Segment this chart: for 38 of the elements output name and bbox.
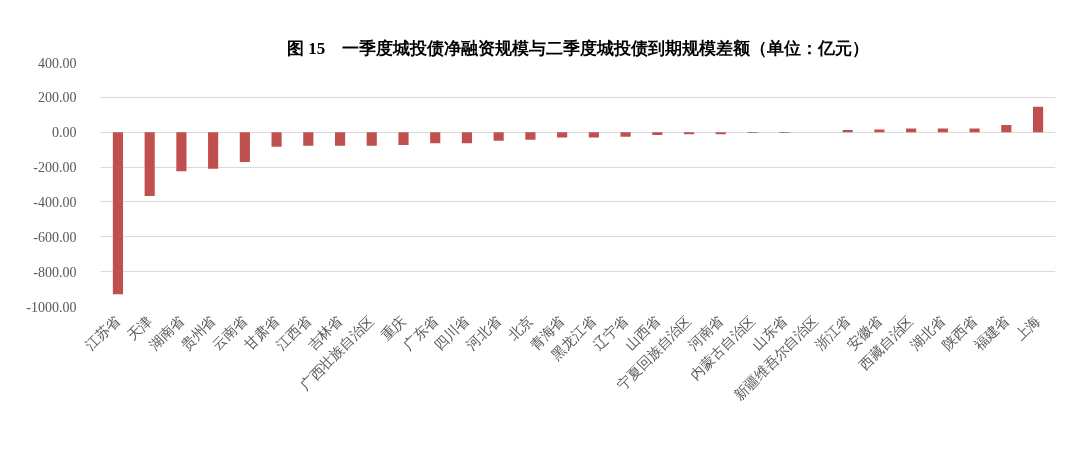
y-tick-label: 0.00 — [52, 125, 77, 141]
bar — [652, 132, 663, 135]
bar — [493, 132, 504, 141]
bar — [525, 132, 536, 140]
bar — [683, 132, 695, 135]
y-tick-label: -1000.00 — [26, 299, 77, 315]
bar — [334, 132, 346, 146]
bar — [176, 132, 187, 172]
bar — [271, 132, 282, 147]
y-tick-label: 200.00 — [38, 90, 77, 106]
bar — [208, 132, 219, 169]
bar — [1001, 125, 1012, 133]
bar — [1032, 106, 1044, 133]
y-tick-label: -600.00 — [33, 229, 77, 245]
x-tick-label: 上海 — [1012, 313, 1044, 344]
bar — [842, 130, 853, 133]
bar — [557, 132, 568, 138]
x-tick-label: 江苏省 — [82, 313, 124, 354]
bar — [239, 132, 250, 163]
bar — [144, 132, 155, 196]
bar — [969, 128, 980, 133]
bar — [620, 132, 631, 137]
bar — [366, 132, 377, 146]
bar — [906, 128, 917, 133]
chart-title: 图 15 一季度城投债净融资规模与二季度城投债到期规模差额（单位：亿元） — [286, 38, 870, 58]
bar — [937, 128, 948, 133]
bar — [303, 132, 314, 146]
y-tick-label: -800.00 — [33, 264, 77, 280]
y-tick-label: 400.00 — [38, 55, 77, 71]
bar — [430, 132, 441, 144]
y-tick-label: -200.00 — [33, 160, 77, 176]
bar — [461, 132, 473, 144]
bar — [398, 132, 409, 145]
bar — [112, 132, 124, 295]
bar — [715, 132, 726, 135]
bar — [874, 129, 885, 133]
bar — [588, 132, 599, 138]
y-tick-label: -400.00 — [33, 194, 77, 210]
